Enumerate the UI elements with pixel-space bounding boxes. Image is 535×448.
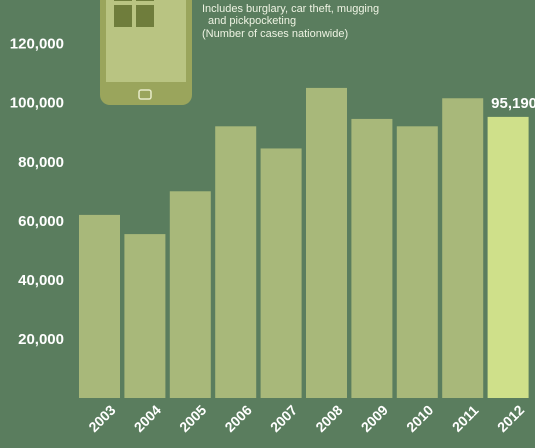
note-line-1: Includes burglary, car theft, mugging (202, 3, 379, 15)
y-tick-label: 20,000 (18, 331, 64, 348)
bar-2007 (260, 148, 302, 398)
bar-2009 (351, 118, 393, 398)
app-tile (114, 0, 132, 1)
app-tile (114, 11, 132, 27)
x-tick-label: 2007 (267, 402, 300, 435)
y-axis-ticks: 20,000 40,000 60,000 80,000 100,000 120,000 (10, 36, 64, 348)
x-tick-label: 2004 (131, 402, 164, 435)
note-line-2: and pickpocketing (208, 15, 296, 27)
x-tick-label: 2003 (85, 402, 118, 435)
data-label-2012: 95,190 (491, 95, 535, 112)
bars (79, 87, 529, 398)
bar-2005 (169, 191, 211, 398)
y-tick-label: 120,000 (10, 36, 64, 53)
bar-2010 (396, 126, 438, 398)
app-tile (136, 0, 154, 1)
bar-2011 (442, 98, 484, 398)
y-tick-label: 40,000 (18, 272, 64, 289)
y-tick-label: 80,000 (18, 154, 64, 171)
app-tile (136, 11, 154, 27)
home-button (138, 89, 152, 100)
bar-2008 (306, 87, 347, 398)
x-tick-label: 2010 (403, 402, 436, 435)
bar-2012 (487, 116, 529, 398)
data-labels: 95,190 (491, 95, 535, 112)
x-tick-label: 2011 (449, 402, 482, 435)
x-axis-ticks: 2003 2004 2005 2006 2007 2008 2009 2010 2011 2012 (85, 402, 527, 435)
smartphone-icon (100, 0, 192, 105)
bar-2006 (215, 126, 257, 398)
y-tick-label: 60,000 (18, 213, 64, 230)
bar-2004 (124, 234, 166, 398)
x-tick-label: 2008 (312, 402, 345, 435)
bar-2003 (79, 214, 120, 398)
x-tick-label: 2005 (176, 402, 209, 435)
note-line-3: (Number of cases nationwide) (202, 28, 348, 40)
x-tick-label: 2012 (494, 402, 527, 435)
x-tick-label: 2006 (221, 402, 254, 435)
y-tick-label: 100,000 (10, 95, 64, 112)
x-tick-label: 2009 (358, 402, 391, 435)
